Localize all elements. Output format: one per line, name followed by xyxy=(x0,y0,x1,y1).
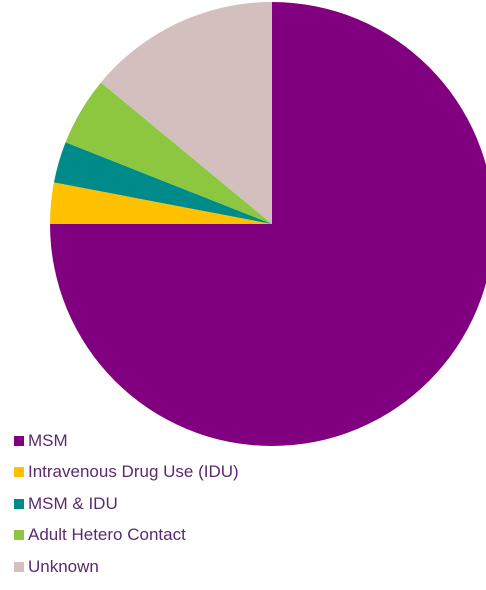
legend-swatch-idu xyxy=(14,467,24,477)
legend-label: Adult Hetero Contact xyxy=(28,525,186,544)
legend-item: MSM xyxy=(14,426,239,455)
legend-swatch-adult-hetero xyxy=(14,530,24,540)
legend: MSM Intravenous Drug Use (IDU) MSM & IDU… xyxy=(14,426,239,584)
pie-slice-unknown xyxy=(100,2,272,224)
legend-label: Unknown xyxy=(28,556,99,576)
legend-item: MSM & IDU xyxy=(14,489,239,518)
pie-slice-msm xyxy=(50,2,486,446)
pie-slice-adult-hetero-contact xyxy=(65,82,272,224)
legend-item: Adult Hetero Contact xyxy=(14,521,239,550)
pie-slices xyxy=(50,2,486,446)
pie-slice-intravenous-drug-use-idu xyxy=(50,182,272,224)
legend-swatch-msm-idu xyxy=(14,498,24,509)
legend-item: Intravenous Drug Use (IDU) xyxy=(14,458,239,487)
pie-slice-msm-idu xyxy=(53,142,272,224)
legend-label: Intravenous Drug Use (IDU) xyxy=(28,462,239,481)
legend-label: MSM & IDU xyxy=(28,493,118,513)
legend-label: MSM xyxy=(28,430,68,450)
legend-item: Unknown xyxy=(14,552,239,581)
legend-swatch-msm xyxy=(14,435,24,446)
legend-swatch-unknown xyxy=(14,561,24,572)
